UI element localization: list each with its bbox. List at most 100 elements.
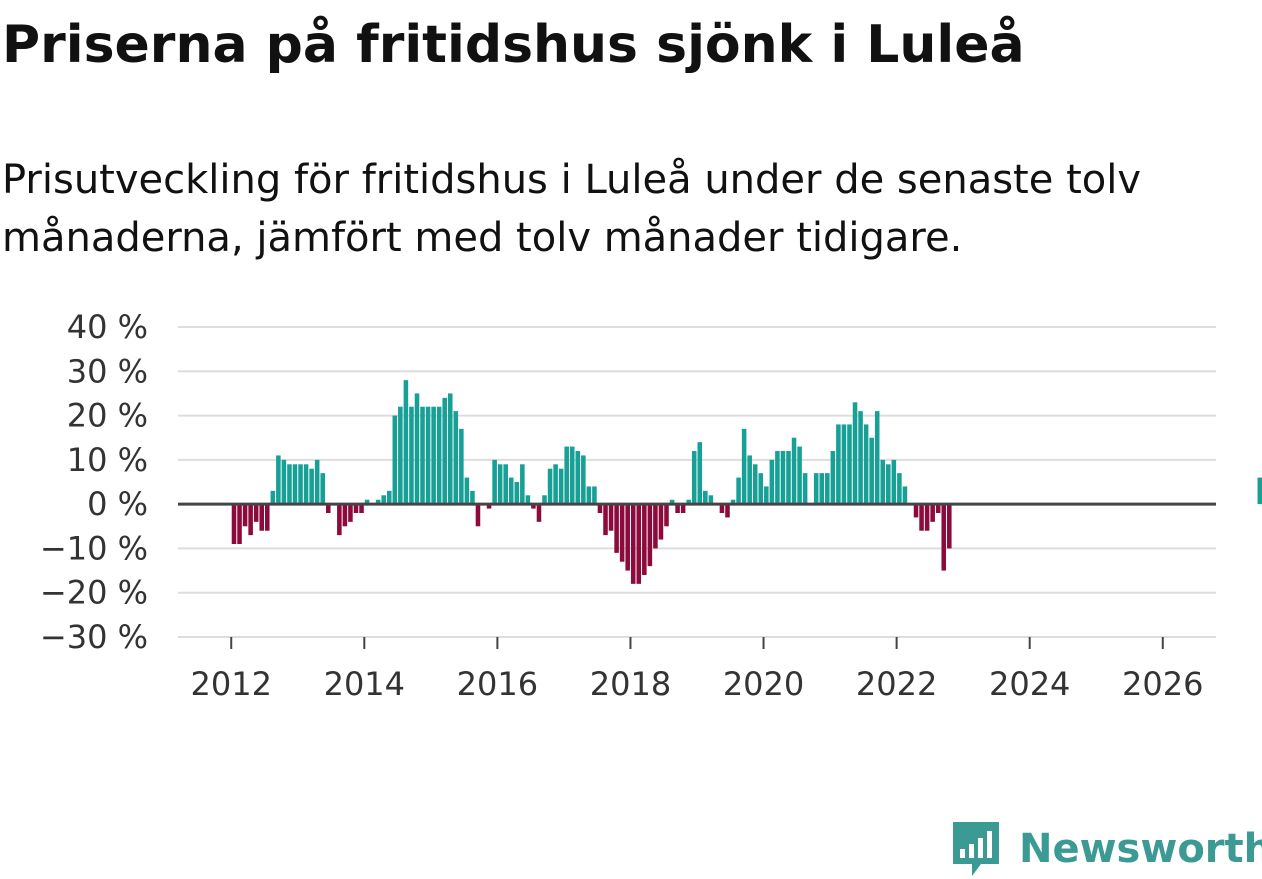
bar (270, 490, 276, 505)
bar (281, 459, 287, 505)
bar (935, 504, 941, 513)
bar (947, 504, 952, 549)
bar (608, 504, 614, 531)
bar (769, 459, 775, 505)
y-tick-label: 30 % (67, 352, 148, 390)
bar (403, 380, 409, 505)
bar (314, 459, 320, 505)
bar (531, 504, 536, 509)
bar (470, 490, 475, 505)
bar (542, 495, 547, 505)
x-tick-label: 2014 (324, 665, 405, 703)
bar (436, 406, 442, 505)
y-tick-label: −30 % (40, 618, 148, 656)
bar (791, 437, 797, 505)
bar (375, 499, 381, 505)
bar (736, 477, 741, 505)
bar (564, 446, 569, 505)
bar (747, 455, 752, 505)
bar (420, 406, 425, 505)
bar (348, 504, 353, 522)
bar (891, 459, 897, 505)
bar (409, 406, 414, 505)
newsworthy-logo-icon (953, 822, 999, 876)
bar (237, 504, 242, 544)
bar (536, 504, 542, 522)
bar (425, 406, 431, 505)
bar (802, 473, 808, 505)
bar (619, 504, 625, 562)
x-tick-label: 2020 (723, 665, 804, 703)
bar (836, 424, 841, 505)
bar (603, 504, 608, 536)
bar (581, 455, 586, 505)
bar (359, 504, 364, 513)
bar (303, 464, 309, 505)
bar (514, 482, 520, 505)
bar (669, 499, 675, 505)
bar (758, 473, 764, 505)
bar (242, 504, 248, 527)
bar (863, 424, 869, 505)
bar (503, 464, 508, 505)
brand-name: Newsworthy (1019, 826, 1262, 872)
bar (819, 473, 825, 505)
bar (414, 393, 420, 505)
bar (847, 424, 852, 505)
bar (697, 442, 703, 505)
bar (447, 393, 453, 505)
bar (342, 504, 348, 527)
bar (492, 459, 497, 505)
bar (869, 437, 874, 505)
x-tick-label: 2016 (457, 665, 538, 703)
x-axis: 2012 2014 2016 2018 2020 2022 2024 2026 (191, 637, 1203, 703)
bar (597, 504, 603, 513)
bar (364, 499, 370, 505)
bar (725, 504, 730, 518)
bar (431, 406, 436, 505)
bar (858, 411, 863, 505)
bar (686, 499, 691, 505)
chart-title: Priserna på fritidshus sjönk i Luleå (2, 15, 1025, 75)
bar (475, 504, 481, 527)
bar (276, 455, 281, 505)
bar (830, 451, 836, 505)
bar (453, 411, 459, 505)
bar (253, 504, 259, 522)
bar (642, 504, 647, 575)
bars (231, 380, 1262, 584)
bar (265, 504, 270, 531)
bar (386, 490, 392, 505)
x-tick-label: 2012 (191, 665, 272, 703)
bar (880, 459, 886, 505)
bar (292, 464, 298, 505)
bar (691, 451, 697, 505)
bar (764, 486, 769, 505)
bar (398, 406, 403, 505)
gridlines (178, 326, 1216, 638)
bar (231, 504, 237, 544)
bar (309, 468, 314, 505)
bar (658, 504, 664, 540)
bar (569, 446, 575, 505)
y-tick-label: 40 % (67, 308, 148, 346)
bar (786, 451, 791, 505)
bar (381, 495, 386, 505)
x-tick-label: 2026 (1122, 665, 1203, 703)
bar (520, 464, 525, 505)
bar (636, 504, 642, 584)
bar (703, 490, 708, 505)
bar (941, 504, 947, 571)
bar (558, 468, 564, 505)
bar (653, 504, 658, 549)
bar (897, 473, 902, 505)
bar (553, 464, 558, 505)
bar (630, 504, 636, 584)
bar (586, 486, 592, 505)
bar (298, 464, 303, 505)
bar (924, 504, 930, 531)
bar (852, 402, 858, 505)
bar (775, 451, 780, 505)
bar (675, 504, 680, 513)
bar (1257, 477, 1262, 505)
